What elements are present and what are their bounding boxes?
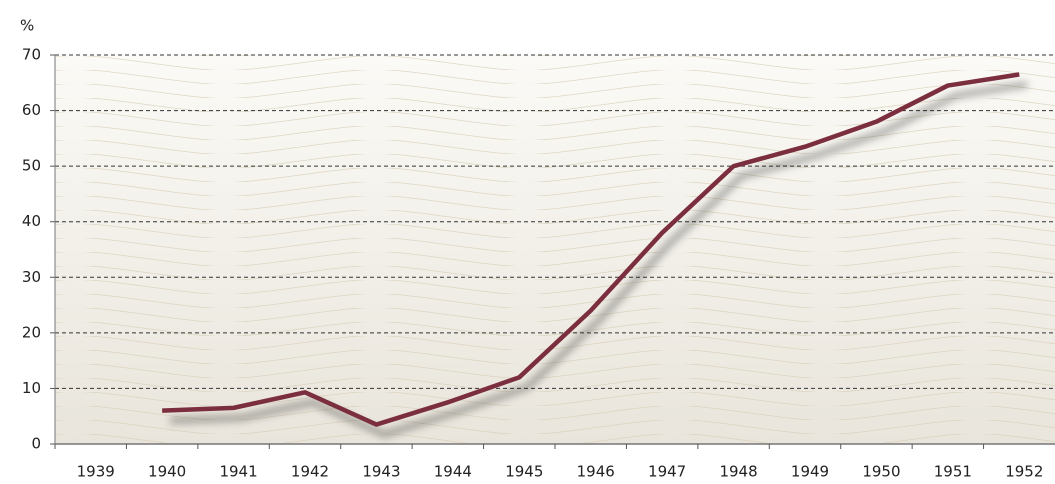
y-tick-label: 70 <box>22 46 41 64</box>
x-tick-label: 1949 <box>791 463 829 481</box>
x-tick-label: 1948 <box>719 463 757 481</box>
y-tick-label: 30 <box>22 268 41 286</box>
y-tick-label: 20 <box>22 323 41 341</box>
y-tick-label: 50 <box>22 157 41 175</box>
y-tick-label: 40 <box>22 212 41 230</box>
x-tick-label: 1945 <box>505 463 543 481</box>
x-tick-label: 1939 <box>77 463 115 481</box>
x-tick-label: 1950 <box>862 463 900 481</box>
x-tick-label: 1951 <box>934 463 972 481</box>
x-tick-label: 1947 <box>648 463 686 481</box>
x-tick-label: 1942 <box>291 463 329 481</box>
y-axis-label: % <box>20 17 34 35</box>
x-tick-label: 1941 <box>219 463 257 481</box>
y-tick-label: 60 <box>22 101 41 119</box>
line <box>162 72 1020 427</box>
line-shadow <box>170 81 1028 438</box>
x-tick-label: 1944 <box>434 463 472 481</box>
x-tick-label: 1943 <box>362 463 400 481</box>
x-tick-label: 1940 <box>148 463 186 481</box>
y-tick-label: 10 <box>22 379 41 397</box>
y-tick-label: 0 <box>31 435 41 453</box>
x-tick-label: 1946 <box>577 463 615 481</box>
x-tick-label: 1952 <box>1005 463 1043 481</box>
plot-texture <box>55 55 1055 444</box>
